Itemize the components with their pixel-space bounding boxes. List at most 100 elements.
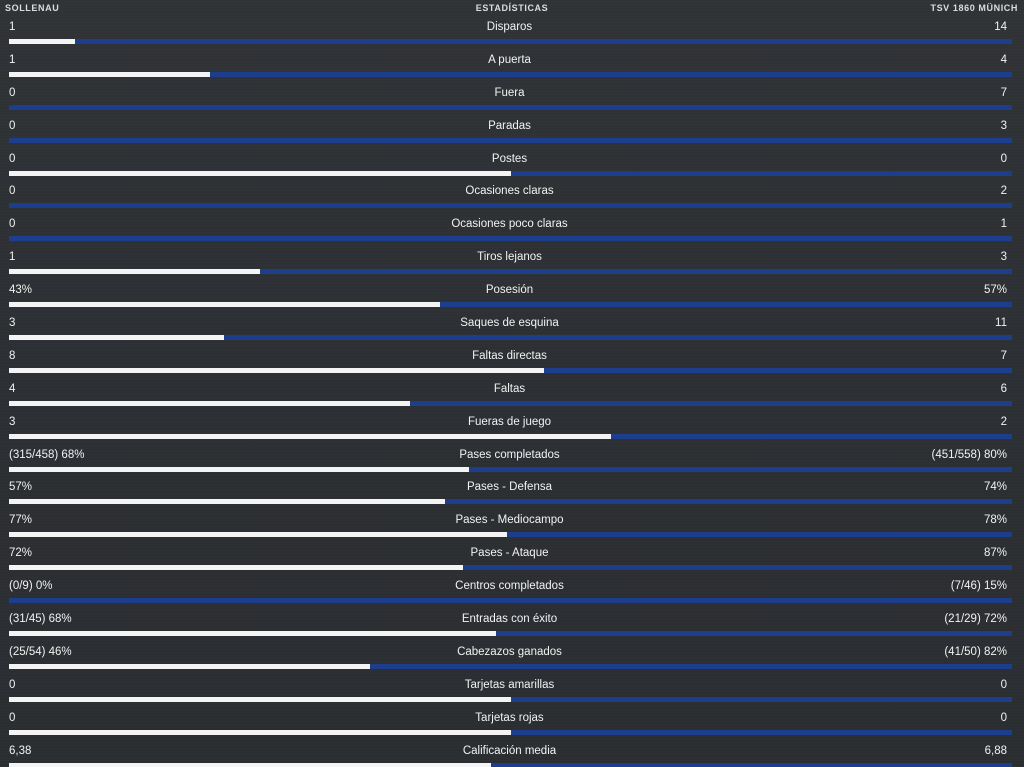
stat-row: 1 Disparos 14	[0, 11, 1024, 44]
away-team-name[interactable]: TSV 1860 MÜNICH	[930, 3, 1018, 13]
stat-row: 3 Saques de esquina 11	[0, 307, 1024, 341]
comparison-bar	[9, 400, 1012, 406]
stat-label: Cabezazos ganados	[457, 645, 562, 658]
away-stat-value: 2	[1000, 415, 1007, 428]
home-team-name[interactable]: SOLLENAU	[5, 3, 60, 13]
comparison-bar	[9, 269, 1012, 275]
home-stat-value: 43%	[9, 284, 33, 297]
home-stat-value: (315/458) 68%	[9, 448, 85, 461]
comparison-bar	[9, 466, 1012, 472]
home-stat-value: (31/45) 68%	[9, 613, 72, 626]
home-share-fill	[9, 335, 224, 341]
comparison-bar	[9, 532, 1012, 538]
stat-row: 57% Pases - Defensa 74%	[0, 471, 1024, 505]
comparison-bar	[9, 335, 1012, 341]
away-stat-value: 57%	[983, 284, 1007, 297]
home-stat-value: 0	[9, 678, 16, 691]
stat-label: Ocasiones claras	[465, 185, 554, 198]
home-share-fill	[9, 170, 511, 176]
away-stat-value: 11	[995, 317, 1007, 330]
stat-row: (0/9) 0% Centros completados (7/46) 15%	[0, 570, 1024, 604]
away-stat-value: (451/558) 80%	[931, 448, 1007, 461]
home-stat-value: 0	[9, 185, 16, 198]
stat-row: 0 Ocasiones claras 2	[0, 175, 1024, 209]
comparison-bar	[9, 598, 1012, 604]
comparison-bar	[9, 499, 1012, 505]
home-stat-value: 0	[9, 119, 16, 132]
home-share-fill	[9, 367, 544, 373]
comparison-bar	[9, 367, 1012, 373]
comparison-bar	[9, 104, 1012, 110]
away-stat-value: (41/50) 82%	[944, 645, 1007, 658]
away-stat-value: 14	[994, 21, 1007, 33]
stat-label: Posesión	[485, 284, 534, 297]
away-stat-value: 3	[1000, 119, 1007, 132]
away-stat-value: 3	[1000, 251, 1007, 264]
stat-row: 0 Tarjetas amarillas 0	[0, 669, 1024, 702]
stat-label: Saques de esquina	[460, 317, 559, 330]
comparison-bar	[9, 170, 1012, 176]
away-stat-value: 74%	[983, 481, 1007, 494]
comparison-bar	[9, 729, 1012, 735]
away-stat-value: 6	[1000, 382, 1007, 395]
stat-label: Ocasiones poco claras	[451, 218, 568, 231]
stat-row: 3 Fueras de juego 2	[0, 406, 1024, 439]
away-stat-value: (21/29) 72%	[944, 613, 1007, 626]
home-share-fill	[9, 499, 446, 505]
comparison-bar	[9, 302, 1012, 308]
away-stat-value: 2	[1000, 185, 1007, 198]
stat-label: Calificación media	[462, 744, 557, 757]
stat-row: 1 A puerta 4	[0, 44, 1024, 77]
stat-row: 4 Faltas 6	[0, 373, 1024, 406]
stat-label: Paradas	[488, 119, 531, 132]
stat-label: Centros completados	[455, 580, 564, 593]
home-stat-value: (0/9) 0%	[9, 580, 53, 593]
stat-label: Tarjetas rojas	[475, 711, 544, 724]
comparison-bar	[9, 565, 1012, 571]
comparison-bar	[9, 762, 1012, 767]
comparison-bar	[9, 663, 1012, 669]
comparison-bar	[9, 236, 1012, 242]
away-stat-value: 7	[1000, 349, 1007, 362]
stats-title: ESTADÍSTICAS	[475, 3, 549, 13]
away-stat-value: 1	[1000, 218, 1007, 231]
stats-list: 1 Disparos 14 1 A puerta 4 0 Fuera 7 0 Paradas 3 0 Po…	[0, 11, 1024, 767]
home-share-fill	[9, 400, 411, 406]
stat-label: Pases - Ataque	[470, 547, 549, 560]
stat-row: (315/458) 68% Pases completados (451/558) …	[0, 439, 1024, 472]
home-share-fill	[9, 762, 492, 767]
stat-row: 0 Postes 0	[0, 143, 1024, 176]
home-share-fill	[9, 269, 260, 275]
comparison-bar	[9, 696, 1012, 702]
stat-label: Faltas directas	[472, 349, 547, 362]
home-stat-value: 57%	[9, 481, 33, 494]
away-stat-value: 0	[1000, 711, 1007, 724]
away-stat-value: 0	[1000, 678, 1007, 691]
stat-label: A puerta	[488, 53, 531, 66]
stat-row: 8 Faltas directas 7	[0, 340, 1024, 373]
stat-row: 43% Posesión 57%	[0, 274, 1024, 308]
stat-row: 0 Tarjetas rojas 0	[0, 702, 1024, 735]
home-share-fill	[9, 302, 441, 308]
stat-label: Tarjetas amarillas	[464, 678, 555, 691]
comparison-bar	[9, 631, 1012, 637]
home-share-fill	[9, 696, 511, 702]
home-stat-value: 1	[9, 53, 16, 66]
comparison-bar	[9, 137, 1012, 143]
stat-label: Pases completados	[459, 448, 560, 461]
comparison-bar	[9, 203, 1012, 209]
home-share-fill	[9, 433, 611, 439]
stat-row: 77% Pases - Mediocampo 78%	[0, 504, 1024, 538]
home-share-fill	[9, 466, 470, 472]
comparison-bar	[9, 433, 1012, 439]
home-stat-value: 72%	[9, 547, 33, 560]
away-stat-value: 4	[1000, 53, 1007, 66]
comparison-bar	[9, 39, 1012, 44]
home-share-fill	[9, 532, 508, 538]
stat-row: 72% Pases - Ataque 87%	[0, 537, 1024, 571]
home-share-fill	[9, 39, 76, 44]
home-stat-value: 0	[9, 152, 16, 165]
stat-row: 6,38 Calificación media 6,88	[0, 735, 1024, 767]
stat-label: Fuera	[494, 86, 525, 99]
